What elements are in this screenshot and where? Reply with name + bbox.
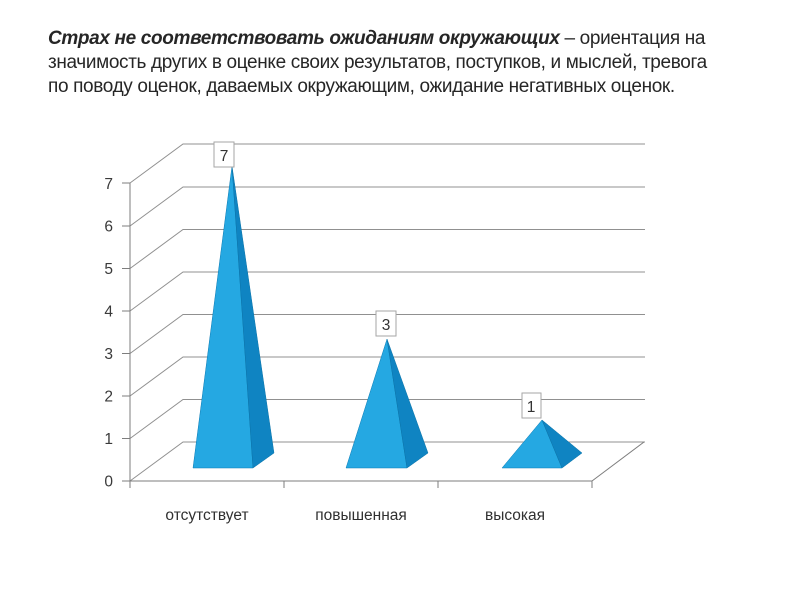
y-tick-label: 4 (104, 304, 113, 321)
y-axis-ticks (122, 182, 130, 482)
pyramid-side-face (541, 419, 583, 469)
data-label-box (213, 141, 235, 168)
data-label-box (375, 310, 397, 337)
y-tick-label: 2 (104, 389, 113, 406)
category-label: высокая (485, 507, 545, 524)
pyramid-povyshennaya (345, 338, 429, 469)
y-tick-label: 7 (104, 176, 113, 193)
gridlines (129, 143, 645, 482)
axes (122, 182, 645, 488)
data-label-value: 1 (527, 399, 536, 416)
x-axis-ticks (129, 481, 593, 488)
gridline-3 (129, 314, 645, 354)
category-label: повышенная (315, 507, 407, 524)
caption-definition: – ориентация на значимость других в оцен… (48, 28, 707, 97)
y-tick-label: 3 (104, 346, 113, 363)
pyramid-series (192, 165, 583, 469)
pyramid-otsutstvuet (192, 165, 275, 469)
y-tick-label: 0 (104, 474, 113, 491)
gridline-7 (129, 143, 645, 184)
gridline-5 (129, 229, 645, 269)
data-labels: 7 3 1 (213, 141, 542, 419)
gridline-0 (129, 441, 645, 482)
pyramid-vysokaya (501, 419, 583, 469)
data-label-box (521, 392, 542, 419)
data-label-value: 3 (382, 317, 391, 334)
y-tick-label: 1 (104, 431, 113, 448)
floor-right-edge (591, 441, 645, 482)
category-label: отсутствует (165, 507, 248, 524)
data-label-value: 7 (220, 148, 229, 165)
gridline-1 (129, 399, 645, 439)
gridline-6 (129, 186, 645, 227)
data-label: 1 (521, 392, 542, 419)
chart-caption: Страх не соответствовать ожиданиям окруж… (48, 27, 728, 99)
data-label: 3 (375, 310, 397, 337)
y-axis-labels: 0 1 2 3 4 5 6 7 (104, 176, 113, 491)
caption-term: Страх не соответствовать ожиданиям окруж… (48, 28, 560, 49)
pyramid-side-face (231, 165, 275, 469)
pyramid-side-face (386, 338, 429, 469)
category-labels: отсутствует повышенная высокая (165, 507, 545, 524)
y-tick-label: 5 (104, 261, 113, 278)
gridline-4 (129, 271, 645, 312)
data-label: 7 (213, 141, 235, 168)
y-tick-label: 6 (104, 219, 113, 236)
gridline-2 (129, 356, 645, 397)
